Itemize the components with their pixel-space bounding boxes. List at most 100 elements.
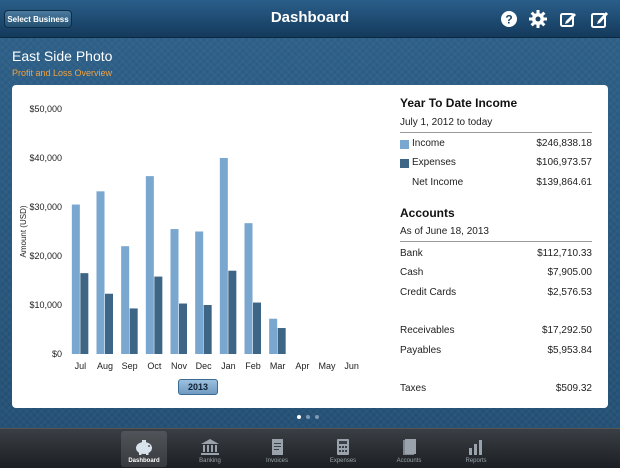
- y-tick-label: $50,000: [29, 104, 62, 114]
- tab-invoices[interactable]: Invoices: [254, 431, 300, 467]
- x-tick-label: Dec: [196, 361, 213, 371]
- tab-label: Reports: [465, 458, 487, 464]
- top-navigation-bar: Select Business Dashboard ?: [0, 0, 620, 38]
- profit-loss-chart: $0 $10,000 $20,000 $30,000 $40,000 $50,000 Amo…: [19, 104, 359, 371]
- page-dot[interactable]: [315, 415, 319, 419]
- expenses-bar: [203, 305, 212, 354]
- row-label: Income: [412, 138, 445, 149]
- tab-label: Invoices: [265, 458, 288, 464]
- row-label: Receivables: [400, 325, 455, 336]
- row-value: $139,864.61: [536, 177, 592, 188]
- compose-icon[interactable]: [590, 9, 610, 29]
- row-label: Cash: [400, 267, 424, 278]
- row-value: $106,973.57: [536, 157, 592, 168]
- x-tick-label: Oct: [147, 361, 162, 371]
- x-tick-label: Apr: [295, 361, 309, 371]
- expenses-legend-swatch: [400, 159, 409, 168]
- expenses-bar: [129, 308, 138, 354]
- dashboard-card: $0 $10,000 $20,000 $30,000 $40,000 $50,000 Amo…: [12, 85, 608, 408]
- y-tick-label: $30,000: [29, 202, 62, 212]
- income-bar: [170, 229, 179, 354]
- company-name: East Side Photo: [12, 48, 113, 64]
- tab-banking[interactable]: Banking: [187, 431, 233, 467]
- y-tick-label: $40,000: [29, 153, 62, 163]
- x-tick-label: Feb: [245, 361, 261, 371]
- bank-icon: [201, 439, 219, 455]
- expenses-bar: [228, 270, 237, 354]
- year-selector-button[interactable]: 2013: [178, 379, 218, 395]
- help-icon[interactable]: ?: [499, 9, 519, 29]
- income-bar: [145, 176, 154, 354]
- expenses-bar: [277, 328, 286, 354]
- income-bar: [96, 191, 105, 354]
- row-value: $112,710.33: [537, 248, 592, 259]
- x-tick-label: Aug: [97, 361, 113, 371]
- accounts-heading: Accounts: [400, 206, 455, 220]
- expenses-bar: [253, 302, 261, 354]
- x-tick-label: Nov: [171, 361, 188, 371]
- x-tick-label: May: [318, 361, 336, 371]
- account-row-payables: Payables $5,953.84: [400, 345, 592, 359]
- invoice-icon: [272, 439, 283, 455]
- row-value: $509.32: [555, 383, 592, 394]
- tab-dashboard[interactable]: Dashboard: [121, 431, 167, 467]
- calculator-icon: [337, 439, 349, 455]
- x-tick-label: Jul: [75, 361, 87, 371]
- select-business-button[interactable]: Select Business: [4, 10, 72, 28]
- x-tick-label: Sep: [122, 361, 138, 371]
- income-bar: [121, 246, 130, 354]
- income-bar: [195, 231, 204, 354]
- y-tick-label: $20,000: [29, 251, 62, 261]
- row-value: $17,292.50: [541, 325, 592, 336]
- ytd-income-row: Income $246,838.18: [400, 138, 592, 152]
- bottom-tab-bar: Dashboard Banking Invoices: [0, 428, 620, 468]
- row-value: $2,576.53: [547, 287, 593, 298]
- ytd-income-heading: Year To Date Income: [400, 96, 518, 110]
- x-tick-label: Jun: [344, 361, 359, 371]
- ytd-expenses-row: Expenses $106,973.57: [400, 157, 592, 171]
- accounts-as-of: As of June 18, 2013: [400, 226, 592, 242]
- expenses-bar: [179, 303, 187, 354]
- ytd-net-income-row: Net Income $139,864.61: [400, 177, 592, 191]
- account-row-credit-cards: Credit Cards $2,576.53: [400, 287, 592, 301]
- row-label: Net Income: [412, 177, 464, 188]
- tab-reports[interactable]: Reports: [453, 431, 499, 467]
- row-label: Bank: [400, 248, 423, 259]
- y-tick-label: $0: [52, 349, 62, 359]
- tab-label: Banking: [199, 458, 221, 464]
- income-bar: [244, 223, 253, 354]
- expenses-bar: [80, 273, 89, 354]
- y-axis-label: Amount (USD): [19, 205, 28, 257]
- svg-text:?: ?: [505, 13, 512, 27]
- tab-label: Dashboard: [128, 458, 160, 464]
- tab-accounts[interactable]: Accounts: [386, 431, 432, 467]
- account-row-taxes: Taxes $509.32: [400, 383, 592, 397]
- row-value: $7,905.00: [547, 267, 593, 278]
- income-bar: [269, 318, 278, 354]
- page-dot[interactable]: [297, 415, 301, 419]
- x-tick-label: Mar: [270, 361, 286, 371]
- tab-label: Expenses: [329, 458, 357, 464]
- row-value: $5,953.84: [547, 345, 593, 356]
- row-label: Taxes: [400, 383, 427, 394]
- account-row-bank: Bank $112,710.33: [400, 248, 592, 262]
- ytd-period: July 1, 2012 to today: [400, 117, 592, 133]
- page-title: Dashboard: [270, 9, 350, 26]
- account-row-cash: Cash $7,905.00: [400, 267, 592, 281]
- income-bar: [71, 204, 80, 354]
- income-legend-swatch: [400, 140, 409, 149]
- x-tick-label: Jan: [221, 361, 236, 371]
- edit-icon[interactable]: [558, 9, 578, 29]
- income-bar: [219, 158, 228, 354]
- y-tick-label: $10,000: [29, 300, 62, 310]
- row-label: Expenses: [412, 157, 456, 168]
- page-indicator[interactable]: [297, 415, 319, 419]
- expenses-bar: [105, 293, 113, 354]
- gear-icon[interactable]: [528, 9, 548, 29]
- tab-expenses[interactable]: Expenses: [320, 431, 366, 467]
- piggy-bank-icon: [136, 440, 152, 455]
- report-subtitle: Profit and Loss Overview: [12, 68, 113, 78]
- page-dot[interactable]: [306, 415, 310, 419]
- expenses-bar: [154, 276, 163, 354]
- row-label: Payables: [400, 345, 442, 356]
